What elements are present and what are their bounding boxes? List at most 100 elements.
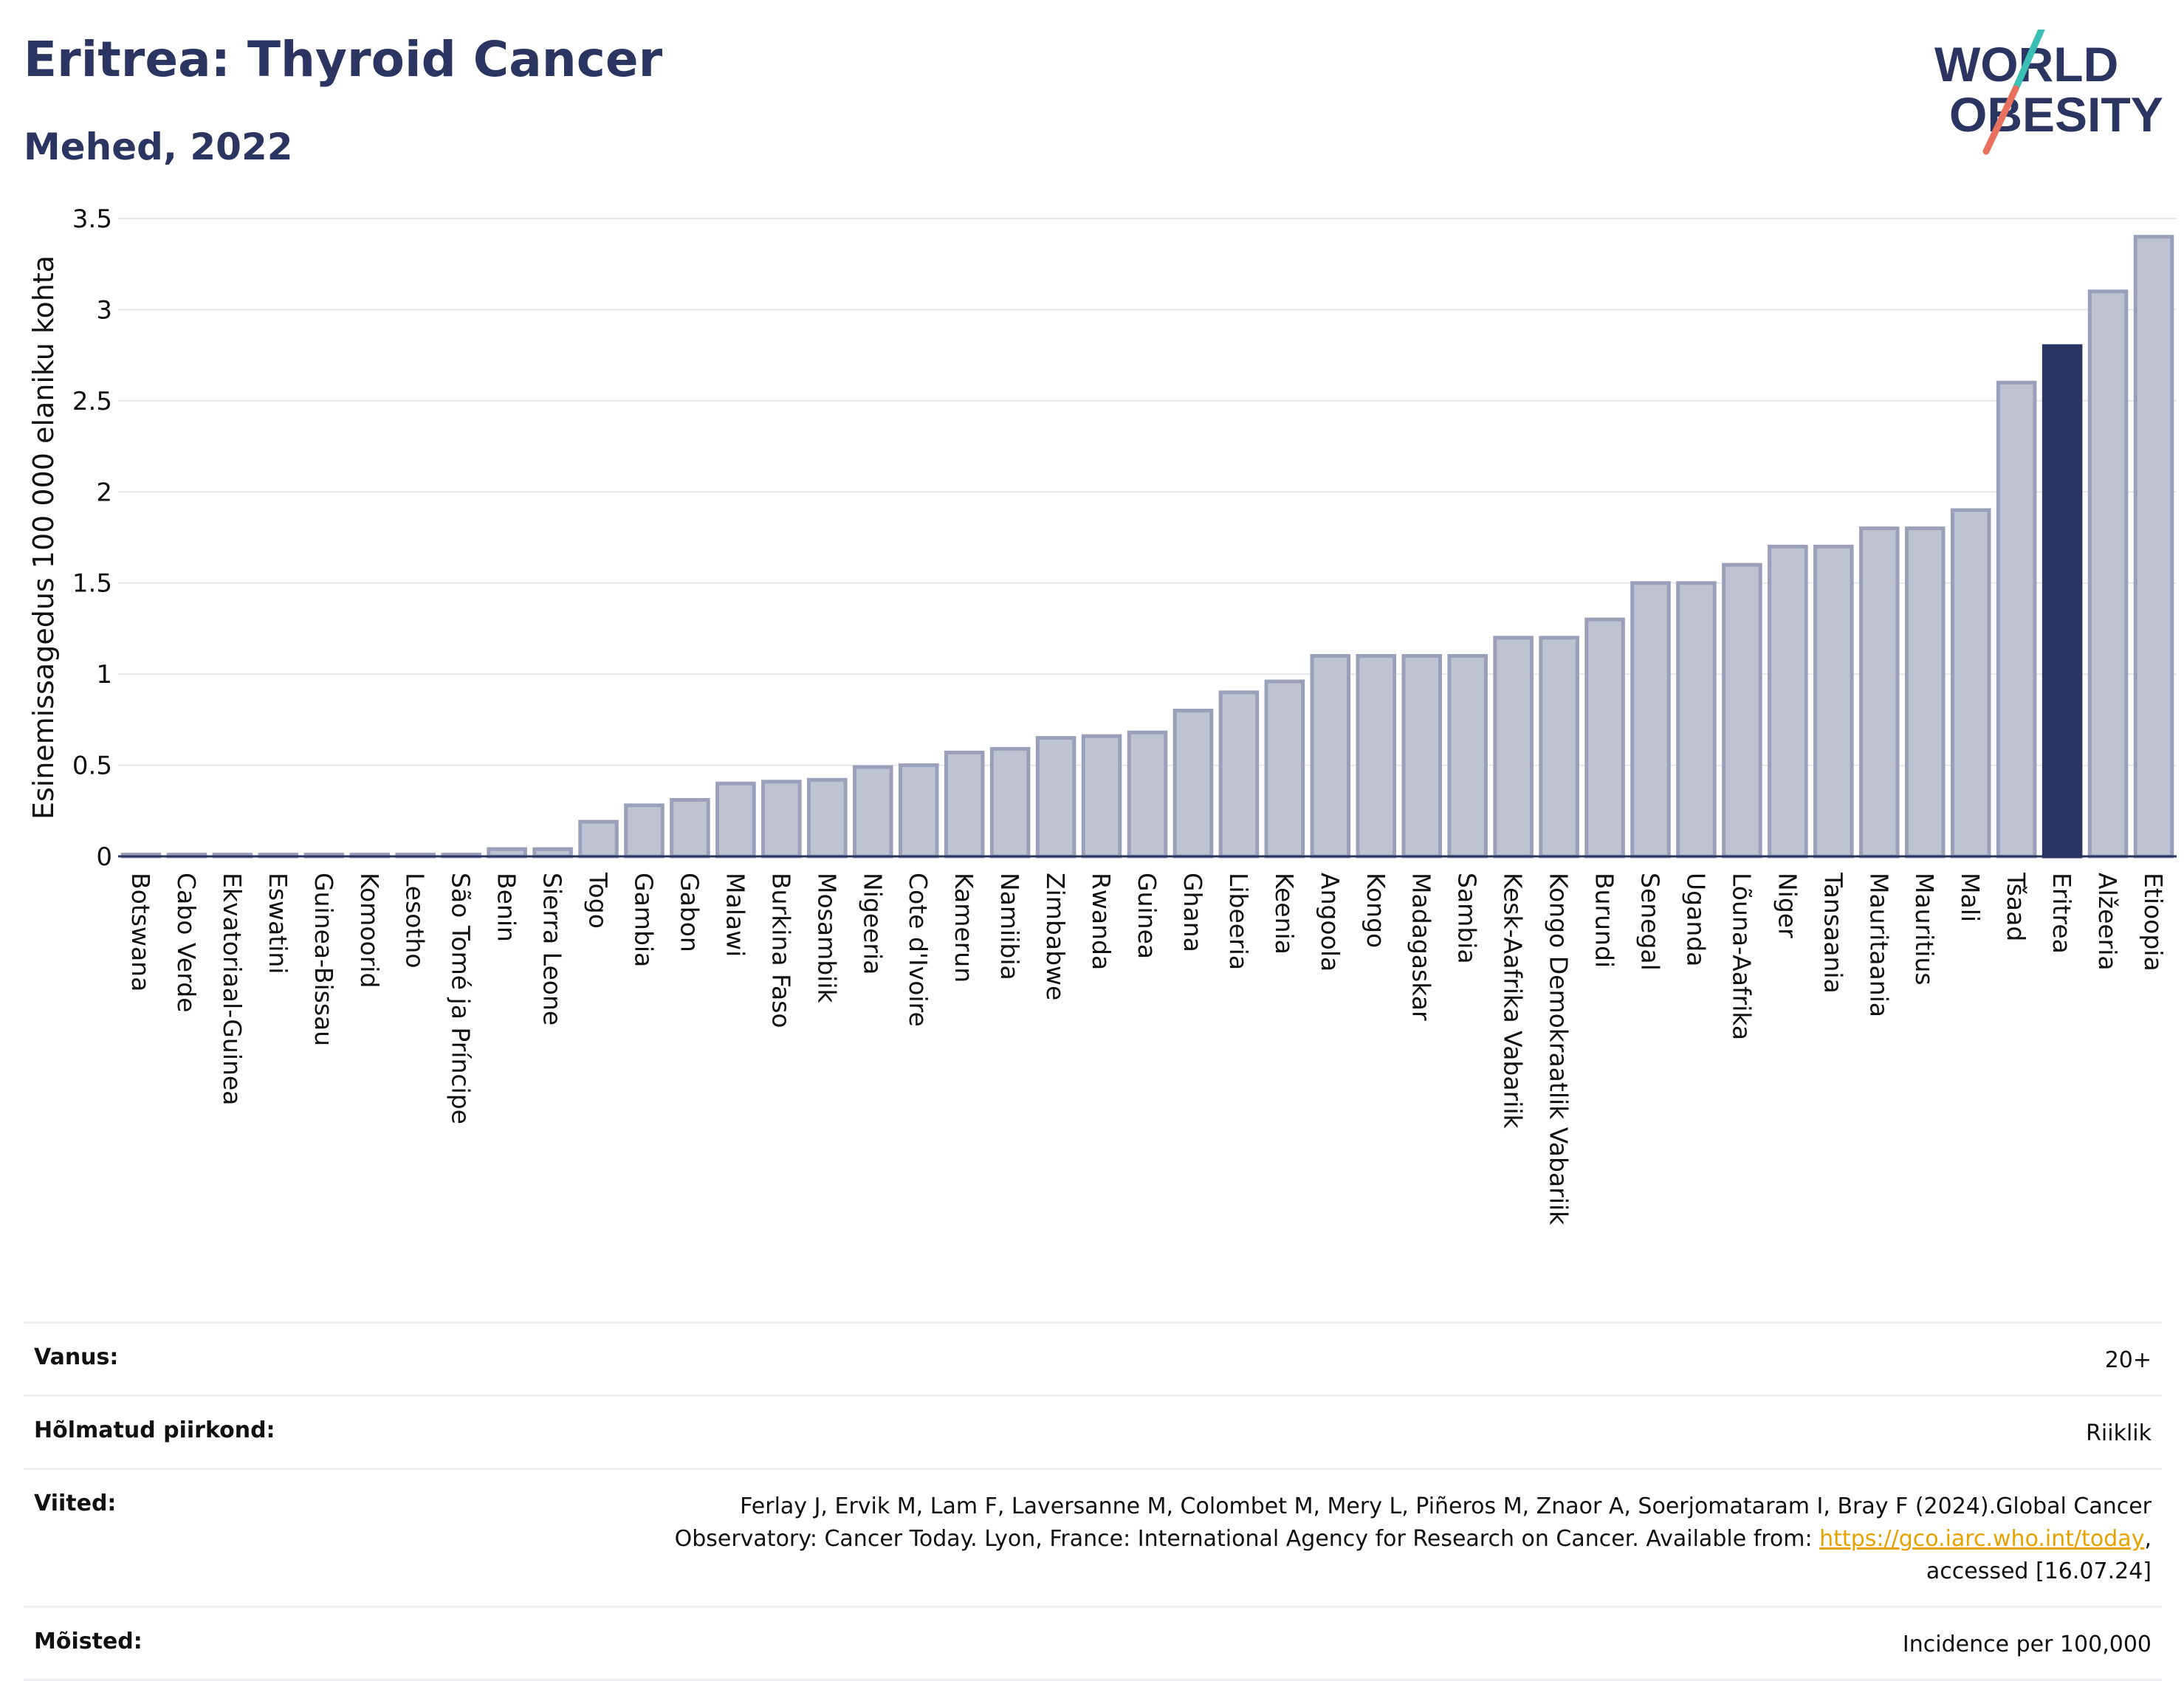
y-tick-label: 2	[96, 478, 112, 507]
x-tick-label: Malawi	[721, 873, 749, 957]
bar	[715, 781, 756, 859]
bar-chart: 0 0.5 1 1.5 2 2.5 3 3.5 Botswana Cabo Verde Ekvat…	[27, 204, 2177, 1225]
refs-link[interactable]: https://gco.iarc.who.int/today	[1819, 1526, 2145, 1552]
x-axis-ticks: Botswana Cabo Verde Ekvatoriaal-Guinea Eswa…	[126, 872, 2168, 1225]
refs-line1: Ferlay J, Ervik M, Lam F, Laversanne M, …	[740, 1493, 2152, 1519]
x-tick-label: Lõuna-Aafrika	[1727, 873, 1756, 1040]
x-tick-label: São Tomé ja Príncipe	[447, 873, 475, 1124]
bar	[624, 803, 665, 859]
meta-refs-value: Ferlay J, Ervik M, Lam F, Laversanne M, …	[675, 1491, 2152, 1588]
bar	[1127, 730, 1168, 859]
meta-row-region: Hõlmatud piirkond: Riiklik	[24, 1395, 2162, 1468]
bar	[1630, 581, 1671, 859]
x-tick-label: Lesotho	[401, 873, 430, 969]
refs-line2: Observatory: Cancer Today. Lyon, France:…	[674, 1526, 1820, 1552]
x-tick-label: Kamerun	[950, 873, 978, 983]
page-subtitle: Mehed, 2022	[24, 126, 293, 168]
x-tick-label: Cote d'Ivoire	[904, 873, 933, 1027]
bar	[1401, 653, 1443, 859]
bar	[1859, 526, 1900, 859]
y-tick-label: 0	[96, 842, 112, 872]
bar	[1035, 736, 1076, 859]
meta-row-references: Viited: Ferlay J, Ervik M, Lam F, Lavers…	[24, 1468, 2162, 1606]
x-tick-label: Togo	[584, 872, 613, 929]
bar	[1081, 734, 1122, 859]
x-tick-label: Gambia	[629, 873, 658, 967]
x-tick-label: Zimbabwe	[1041, 873, 1070, 1000]
y-tick-label: 3.5	[72, 204, 112, 234]
x-tick-label: Eswatini	[264, 873, 292, 974]
bar	[2087, 289, 2129, 859]
page-title: Eritrea: Thyroid Cancer	[24, 31, 663, 88]
bar	[1264, 679, 1305, 859]
x-tick-label: Namiibia	[995, 873, 1024, 980]
bar	[898, 763, 939, 859]
meta-region-label: Hõlmatud piirkond:	[34, 1417, 275, 1443]
bar	[989, 746, 1031, 859]
x-tick-label: Kongo Demokraatlik Vabariik	[1545, 873, 1573, 1225]
x-tick-label: Guinea	[1133, 873, 1161, 959]
x-tick-label: Eritrea	[2047, 873, 2076, 954]
bar	[1356, 653, 1397, 859]
y-axis-ticks: 0 0.5 1 1.5 2 2.5 3 3.5	[72, 204, 112, 872]
metadata-table: Vanus: 20+ Hõlmatud piirkond: Riiklik Vi…	[24, 1321, 2162, 1681]
x-tick-label: Ekvatoriaal-Guinea	[218, 873, 247, 1105]
logo-slash-coral	[1982, 85, 2019, 155]
y-axis-label: Esinemissagedus 100 000 elaniku kohta	[27, 255, 60, 819]
x-tick-label: Guinea-Bissau	[309, 873, 338, 1046]
x-tick-label: Rwanda	[1087, 873, 1116, 970]
y-tick-label: 2.5	[72, 387, 112, 416]
x-tick-label: Burkina Faso	[766, 873, 795, 1028]
x-tick-label: Angoola	[1316, 873, 1345, 972]
meta-refs-label: Viited:	[34, 1491, 117, 1516]
x-tick-label: Burundi	[1590, 873, 1619, 968]
x-tick-label: Ghana	[1178, 873, 1207, 952]
x-tick-label: Keenia	[1270, 873, 1299, 955]
x-tick-label: Gabon	[675, 873, 704, 952]
x-tick-label: Tansaania	[1819, 872, 1847, 994]
bar	[1539, 636, 1579, 859]
x-tick-label: Etioopia	[2139, 873, 2168, 972]
x-tick-label: Komoorid	[355, 873, 384, 988]
x-tick-label: Mali	[1956, 873, 1985, 922]
bar	[1172, 709, 1214, 859]
y-tick-label: 1.5	[72, 569, 112, 599]
x-tick-label: Mauritaania	[1864, 873, 1893, 1017]
bar	[1996, 380, 2037, 859]
x-tick-label: Niger	[1773, 873, 1802, 938]
bar	[1447, 653, 1488, 859]
x-tick-label: Senegal	[1636, 873, 1665, 971]
bar	[1584, 617, 1625, 859]
bars	[120, 235, 2174, 859]
y-tick-label: 0.5	[72, 752, 112, 781]
bar	[670, 797, 710, 859]
bar	[1904, 526, 1946, 859]
bar	[1950, 508, 1991, 859]
x-tick-label: Nigeeria	[858, 873, 887, 974]
meta-row-age: Vanus: 20+	[24, 1321, 2162, 1395]
meta-def-label: Mõisted:	[34, 1629, 142, 1654]
x-tick-label: Tšaad	[2002, 872, 2030, 941]
x-tick-label: Kesk-Aafrika Vabariik	[1499, 873, 1528, 1129]
meta-age-value: 20+	[2104, 1347, 2152, 1373]
x-tick-label: Sambia	[1453, 873, 1482, 964]
x-tick-label: Madagaskar	[1407, 873, 1436, 1021]
logo-line2: OBESITY	[1949, 87, 2163, 142]
refs-line2-end: ,	[2144, 1526, 2152, 1552]
x-tick-label: Mosambiik	[812, 873, 841, 1004]
meta-row-definitions: Mõisted: Incidence per 100,000	[24, 1606, 2162, 1681]
bar	[1813, 544, 1854, 859]
bar	[1768, 544, 1808, 859]
bar	[1310, 653, 1351, 859]
bar	[578, 819, 619, 859]
x-tick-label: Libeeria	[1224, 873, 1253, 970]
refs-line3: accessed [16.07.24]	[1926, 1558, 2152, 1584]
bar-highlighted	[2042, 344, 2083, 859]
bar	[2133, 235, 2174, 859]
bar	[1676, 581, 1717, 859]
logo-slash-teal	[2012, 30, 2045, 92]
x-tick-label: Sierra Leone	[538, 873, 567, 1025]
x-tick-label: Uganda	[1681, 873, 1710, 966]
y-tick-label: 1	[96, 660, 112, 690]
meta-def-value: Incidence per 100,000	[1902, 1632, 2152, 1657]
